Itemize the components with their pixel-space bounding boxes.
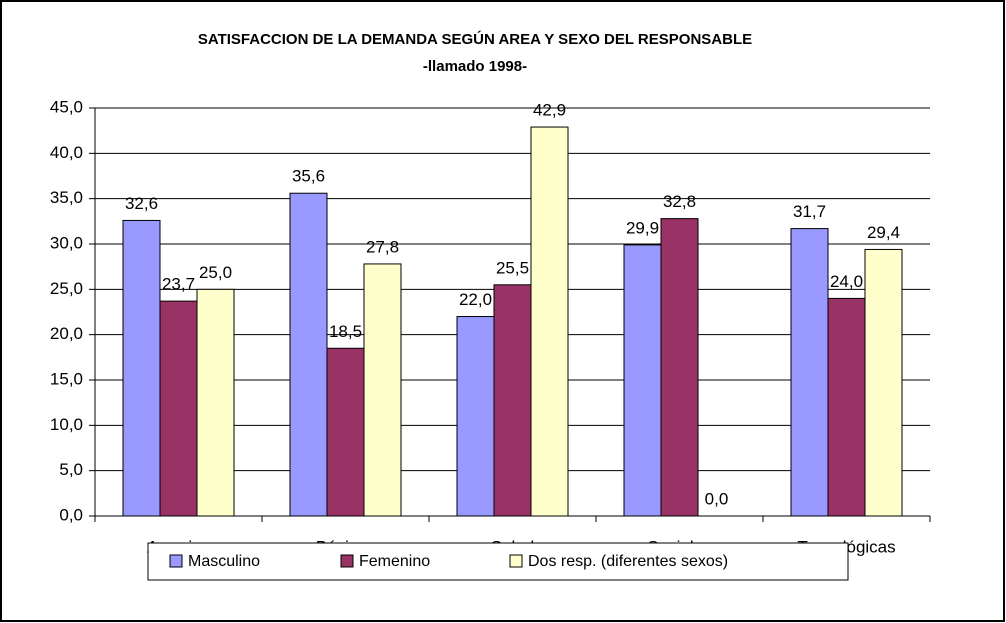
y-tick-label: 5,0 (59, 460, 83, 479)
bar (827, 297, 866, 517)
chart-subtitle: -llamado 1998- (423, 58, 527, 75)
data-label: 27,8 (366, 237, 399, 256)
y-tick-label: 30,0 (50, 233, 83, 252)
legend-box (147, 542, 849, 581)
legend-label: Masculino (188, 553, 260, 570)
data-label: 42,9 (533, 101, 566, 120)
y-tick-label: 35,0 (50, 188, 83, 207)
chart-title: SATISFACCION DE LA DEMANDA SEGÚN AREA Y … (198, 30, 752, 48)
data-label: 23,7 (162, 275, 195, 294)
y-tick-label: 15,0 (50, 369, 83, 388)
bar (623, 244, 662, 517)
legend-swatch (169, 554, 183, 568)
data-label: 32,6 (125, 194, 158, 213)
legend-label: Dos resp. (diferentes sexos) (528, 553, 728, 570)
data-label: 24,0 (830, 272, 863, 291)
data-label: 18,5 (329, 322, 362, 341)
bar (196, 288, 235, 517)
y-tick-label: 45,0 (50, 97, 83, 116)
data-label: 32,8 (663, 192, 696, 211)
data-label: 25,5 (496, 258, 529, 277)
bar (530, 126, 569, 517)
legend-label: Femenino (359, 553, 430, 570)
y-tick-label: 20,0 (50, 324, 83, 343)
bar (326, 347, 365, 517)
y-tick-label: 0,0 (59, 505, 83, 524)
data-label: 29,9 (626, 218, 659, 237)
y-tick-label: 25,0 (50, 279, 83, 298)
data-label: 0,0 (705, 489, 729, 508)
data-label: 25,0 (199, 263, 232, 282)
bar (456, 316, 495, 517)
bar (790, 228, 829, 517)
y-tick-label: 40,0 (50, 143, 83, 162)
bar (363, 263, 402, 517)
bar (660, 218, 699, 517)
data-label: 31,7 (793, 202, 826, 221)
data-label: 29,4 (867, 223, 900, 242)
bar (864, 248, 903, 517)
bar (289, 192, 328, 517)
data-label: 22,0 (459, 290, 492, 309)
data-label: 35,6 (292, 167, 325, 186)
bar (122, 219, 161, 517)
legend-swatch (509, 554, 523, 568)
y-tick-label: 10,0 (50, 415, 83, 434)
bar (493, 284, 532, 517)
legend-swatch (340, 554, 354, 568)
bar (159, 300, 198, 517)
